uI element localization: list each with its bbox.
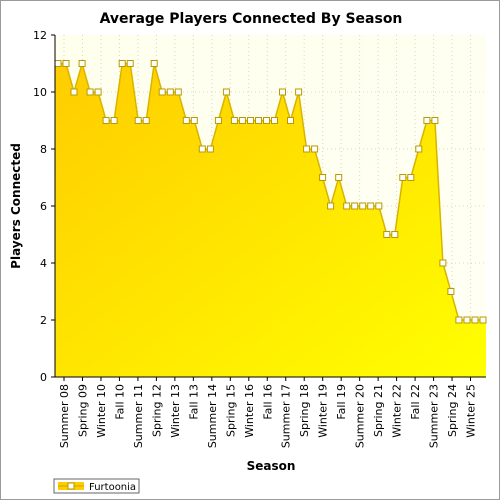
y-tick-label: 8 bbox=[40, 143, 47, 156]
legend-label: Furtoonia bbox=[89, 482, 136, 493]
data-point bbox=[423, 117, 431, 124]
data-point bbox=[295, 88, 303, 96]
data-point bbox=[174, 88, 182, 96]
data-point bbox=[198, 145, 206, 153]
x-tick-label: Winter 19 bbox=[317, 384, 330, 438]
data-point bbox=[407, 174, 415, 181]
data-point bbox=[287, 117, 294, 124]
data-point bbox=[263, 117, 270, 124]
x-tick-label: Summer 23 bbox=[428, 384, 441, 448]
data-point bbox=[222, 88, 230, 96]
y-tick-label: 10 bbox=[33, 86, 47, 99]
data-point bbox=[311, 145, 319, 153]
y-tick-label: 6 bbox=[40, 200, 47, 213]
data-point bbox=[455, 316, 463, 324]
data-point bbox=[255, 117, 262, 124]
data-point bbox=[166, 88, 174, 96]
data-point bbox=[447, 288, 455, 295]
x-tick-label: Spring 21 bbox=[372, 384, 385, 437]
data-point bbox=[158, 88, 166, 96]
y-axis: 0 2 4 6 8 10 12 bbox=[33, 29, 56, 384]
x-tick-label: Winter 10 bbox=[95, 384, 108, 438]
x-tick-label: Fall 10 bbox=[113, 384, 126, 420]
data-point bbox=[190, 117, 198, 124]
y-axis-title: Players Connected bbox=[9, 143, 23, 269]
data-point bbox=[359, 202, 367, 210]
data-point bbox=[150, 60, 158, 67]
data-point bbox=[431, 117, 439, 124]
data-point bbox=[214, 117, 222, 124]
data-point bbox=[126, 60, 134, 67]
data-point bbox=[463, 316, 471, 324]
data-point bbox=[335, 174, 343, 181]
x-tick-label: Spring 18 bbox=[298, 384, 311, 437]
data-point bbox=[375, 202, 383, 210]
data-point bbox=[134, 117, 142, 124]
data-point bbox=[351, 202, 359, 210]
x-tick-label: Summer 08 bbox=[58, 384, 71, 448]
series-markers bbox=[54, 60, 487, 324]
data-point bbox=[367, 202, 375, 210]
data-point bbox=[271, 117, 278, 124]
x-tick-label: Summer 17 bbox=[280, 384, 293, 448]
data-point bbox=[70, 88, 78, 96]
x-tick-label: Summer 20 bbox=[354, 384, 367, 448]
data-point bbox=[399, 174, 407, 181]
data-point bbox=[439, 259, 447, 267]
y-tick-label: 0 bbox=[40, 371, 47, 384]
y-tick-label: 4 bbox=[40, 257, 47, 270]
data-point bbox=[471, 316, 479, 324]
data-point bbox=[118, 60, 126, 67]
data-point bbox=[247, 117, 254, 124]
data-point bbox=[343, 202, 351, 210]
data-point bbox=[303, 145, 311, 153]
x-tick-label: Winter 16 bbox=[243, 384, 256, 438]
x-axis: Summer 08 Spring 09 Winter 10 Fall 10 Summer… bbox=[55, 376, 486, 448]
x-tick-label: Spring 12 bbox=[150, 384, 163, 437]
data-point bbox=[102, 117, 110, 124]
data-point bbox=[78, 60, 86, 67]
data-point bbox=[383, 231, 391, 238]
x-tick-label: Spring 09 bbox=[77, 384, 90, 437]
x-axis-title: Season bbox=[247, 459, 296, 473]
data-point bbox=[86, 88, 94, 96]
series-area-furtoonia bbox=[55, 63, 486, 377]
data-point bbox=[319, 174, 327, 181]
data-point bbox=[206, 145, 214, 153]
x-tick-label: Summer 11 bbox=[132, 384, 145, 448]
x-tick-label: Fall 13 bbox=[187, 384, 200, 420]
x-tick-label: Fall 19 bbox=[335, 384, 348, 420]
data-point bbox=[142, 117, 150, 124]
data-point bbox=[94, 88, 102, 96]
y-tick-label: 12 bbox=[33, 29, 47, 42]
x-tick-label: Fall 16 bbox=[261, 384, 274, 420]
data-point bbox=[230, 117, 238, 124]
data-point bbox=[327, 202, 335, 210]
data-point bbox=[238, 117, 246, 124]
x-tick-label: Winter 22 bbox=[391, 384, 404, 438]
y-tick-label: 2 bbox=[40, 314, 47, 327]
legend-marker bbox=[67, 482, 75, 490]
x-tick-label: Winter 25 bbox=[465, 384, 478, 438]
data-point bbox=[54, 60, 62, 67]
data-point bbox=[391, 231, 399, 238]
data-point bbox=[415, 145, 423, 153]
x-tick-label: Fall 22 bbox=[409, 384, 422, 420]
data-point bbox=[62, 60, 70, 67]
data-point bbox=[110, 117, 118, 124]
x-tick-label: Winter 13 bbox=[169, 384, 182, 438]
data-point bbox=[182, 117, 190, 124]
x-tick-label: Spring 15 bbox=[224, 384, 237, 437]
x-tick-label: Summer 14 bbox=[206, 384, 219, 448]
data-point bbox=[479, 316, 487, 324]
legend: Furtoonia bbox=[53, 478, 140, 494]
data-point bbox=[279, 88, 286, 96]
chart-title: Average Players Connected By Season bbox=[100, 11, 403, 27]
x-tick-label: Spring 24 bbox=[446, 384, 459, 437]
